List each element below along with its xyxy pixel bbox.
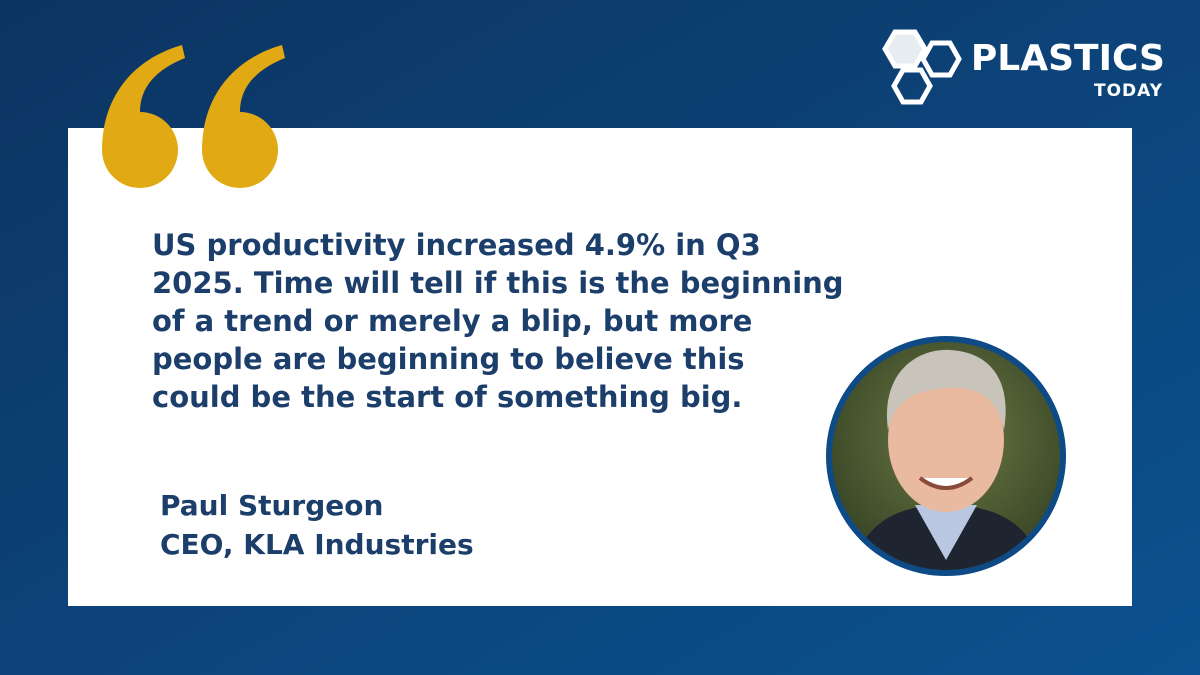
- attribution-name: Paul Sturgeon: [160, 489, 383, 522]
- quote-text: US productivity increased 4.9% in Q3 2025…: [152, 228, 844, 414]
- quote-marks: [102, 45, 285, 188]
- portrait: [826, 336, 1066, 576]
- logo-name: PLASTICS: [971, 38, 1165, 79]
- quote-line: US productivity increased 4.9% in Q3: [152, 228, 761, 262]
- quote-line: 2025. Time will tell if this is the begi…: [152, 266, 844, 300]
- attribution-role: CEO, KLA Industries: [160, 528, 474, 561]
- logo: PLASTICS TODAY: [882, 29, 1165, 105]
- quote-line: of a trend or merely a blip, but more: [152, 304, 752, 338]
- quote-line: people are beginning to believe this: [152, 342, 745, 376]
- logo-tagline: TODAY: [1094, 81, 1163, 101]
- quote-line: could be the start of something big.: [152, 380, 742, 414]
